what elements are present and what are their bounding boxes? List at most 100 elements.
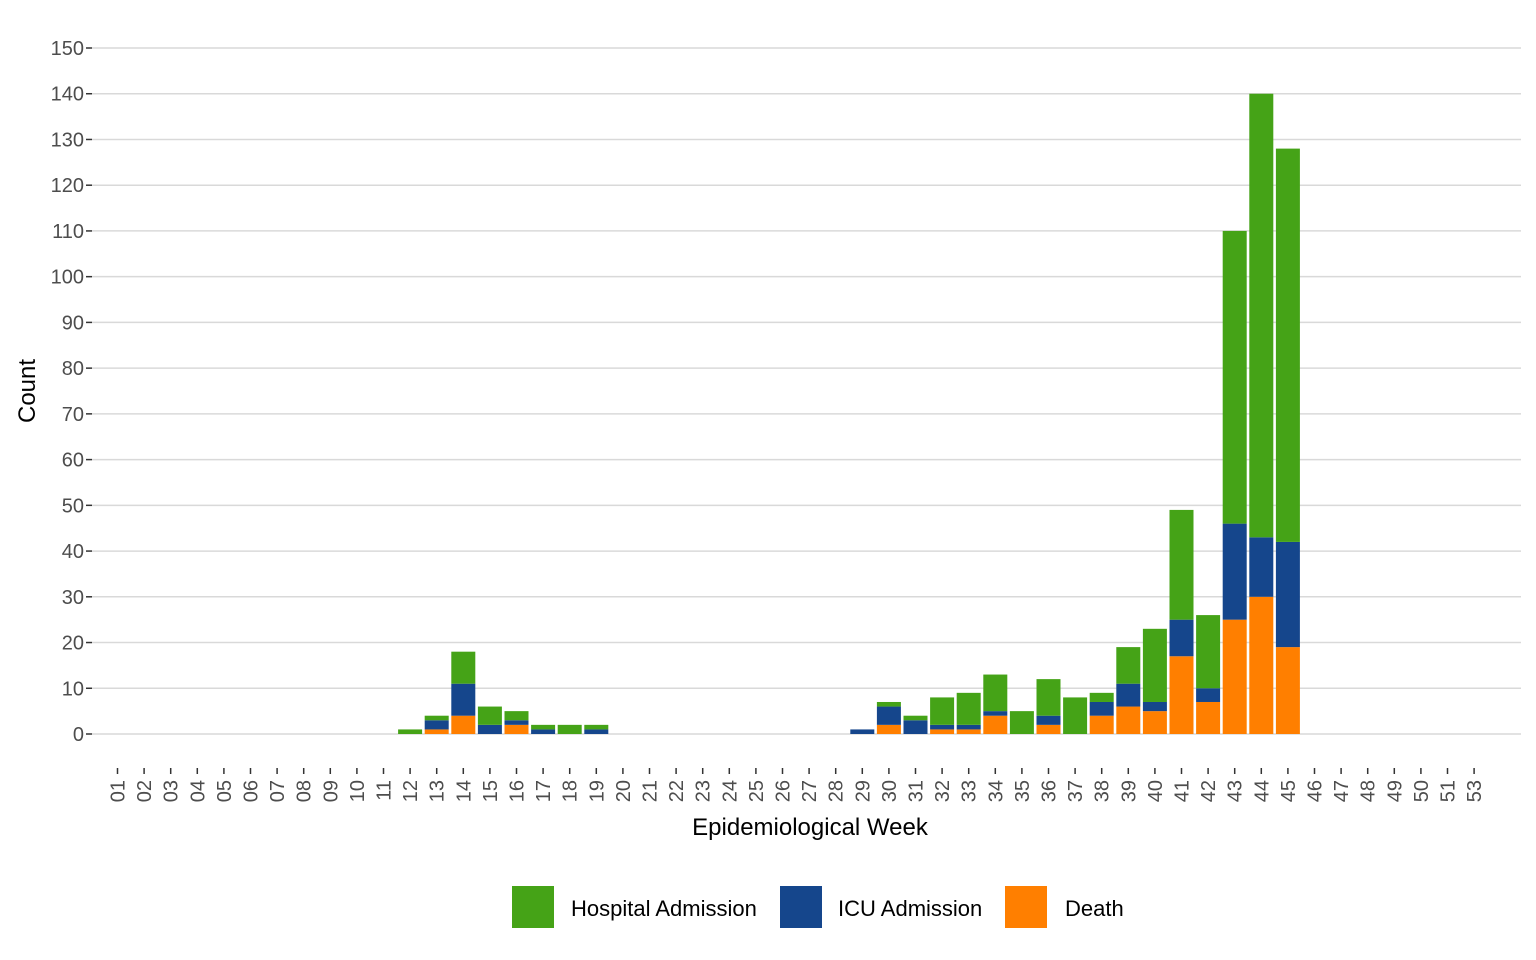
gridlines <box>92 47 1521 735</box>
bar-segment-icu-admission <box>531 729 556 734</box>
bar-segment-icu-admission <box>477 724 502 734</box>
x-tick-label: 43 <box>1225 780 1247 802</box>
x-tick-label: 07 <box>267 780 289 802</box>
bar-segment-death <box>1169 656 1194 734</box>
y-tick-label: 150 <box>51 38 84 60</box>
bar-segment-hospital-admission <box>1142 628 1167 702</box>
x-tick-label: 40 <box>1145 780 1167 802</box>
x-tick-label: 47 <box>1331 780 1353 802</box>
bar-segment-hospital-admission <box>1089 692 1114 702</box>
legend-swatch <box>1005 886 1047 928</box>
bar-segment-icu-admission <box>1036 715 1061 725</box>
bar-segment-icu-admission <box>1169 619 1194 657</box>
x-tick-label: 48 <box>1358 780 1380 802</box>
x-tick-label: 16 <box>507 780 529 802</box>
bar-segment-death <box>451 715 476 734</box>
bar-segment-hospital-admission <box>1036 679 1061 716</box>
y-tick-label: 130 <box>51 129 84 151</box>
bars <box>398 93 1300 734</box>
x-tick-label: 23 <box>693 780 715 802</box>
x-tick-label: 14 <box>453 780 475 802</box>
x-tick-label: 06 <box>241 780 263 802</box>
bar-segment-death <box>1222 619 1247 734</box>
bar-segment-hospital-admission <box>1169 509 1194 620</box>
x-tick-label: 08 <box>294 780 316 802</box>
x-tick-label: 32 <box>932 780 954 802</box>
bar-segment-hospital-admission <box>903 715 928 721</box>
bar-segment-icu-admission <box>424 720 449 730</box>
x-tick-label: 28 <box>826 780 848 802</box>
x-tick-label: 30 <box>879 780 901 802</box>
x-tick-label: 49 <box>1384 780 1406 802</box>
x-tick-label: 03 <box>161 780 183 802</box>
x-tick-label: 42 <box>1198 780 1220 802</box>
bar-segment-death <box>1116 706 1141 734</box>
x-tick-label: 25 <box>746 780 768 802</box>
y-tick-label: 110 <box>52 221 84 243</box>
x-tick-label: 31 <box>906 780 928 802</box>
bar-segment-hospital-admission <box>983 674 1008 712</box>
x-tick-label: 37 <box>1065 780 1087 802</box>
y-tick-label: 60 <box>62 450 84 472</box>
x-tick-label: 33 <box>959 780 981 802</box>
y-tick-label: 30 <box>62 587 84 609</box>
y-tick-label: 0 <box>73 724 84 746</box>
bar-segment-icu-admission <box>930 724 955 730</box>
x-tick-label: 20 <box>613 780 635 802</box>
bar-segment-hospital-admission <box>557 724 582 734</box>
bar-segment-death <box>930 729 955 734</box>
x-tick-label: 27 <box>799 780 821 802</box>
bar-segment-hospital-admission <box>424 715 449 721</box>
bar-segment-hospital-admission <box>477 706 502 725</box>
bar-segment-death <box>424 729 449 734</box>
bar-segment-death <box>1142 711 1167 734</box>
bar-segment-icu-admission <box>451 683 476 716</box>
y-tick-label: 100 <box>51 267 84 289</box>
y-tick-label: 140 <box>51 84 84 106</box>
bar-segment-icu-admission <box>983 711 1008 716</box>
bar-segment-hospital-admission <box>1196 615 1221 689</box>
y-axis: 0 10 20 30 40 50 60 70 80 90 100 110 120 130 140 150 <box>51 38 92 746</box>
x-tick-label: 45 <box>1278 780 1300 802</box>
x-tick-label: 26 <box>773 780 795 802</box>
bar-segment-death <box>983 715 1008 734</box>
x-tick-label: 44 <box>1251 780 1273 802</box>
x-tick-label: 01 <box>108 780 130 802</box>
y-tick-label: 40 <box>62 541 84 563</box>
y-tick-label: 20 <box>62 633 84 655</box>
bar-segment-icu-admission <box>1089 701 1114 716</box>
x-tick-label: 35 <box>1012 780 1034 802</box>
bar-segment-icu-admission <box>876 706 901 725</box>
bar-segment-hospital-admission <box>1116 647 1141 684</box>
x-tick-label: 29 <box>852 780 874 802</box>
bar-segment-death <box>956 729 981 734</box>
legend-label: Hospital Admission <box>571 896 757 921</box>
y-axis-title: Count <box>14 359 41 423</box>
x-tick-label: 51 <box>1438 780 1460 802</box>
bar-segment-hospital-admission <box>930 697 955 725</box>
bar-segment-hospital-admission <box>504 711 529 721</box>
bar-segment-hospital-admission <box>584 724 609 730</box>
bar-segment-death <box>1249 596 1274 734</box>
bar-segment-icu-admission <box>1249 537 1274 597</box>
y-tick-label: 90 <box>62 312 84 334</box>
x-tick-label: 39 <box>1118 780 1140 802</box>
x-tick-label: 22 <box>666 780 688 802</box>
bar-segment-death <box>1036 724 1061 734</box>
bar-segment-hospital-admission <box>1222 230 1247 524</box>
legend-swatch <box>512 886 554 928</box>
x-tick-label: 02 <box>134 780 156 802</box>
x-tick-label: 21 <box>640 780 662 802</box>
x-tick-label: 09 <box>320 780 342 802</box>
x-tick-label: 50 <box>1411 780 1433 802</box>
x-tick-label: 18 <box>560 780 582 802</box>
x-tick-label: 10 <box>347 780 369 802</box>
x-axis: 01 02 03 04 05 06 07 08 09 10 11 12 13 14 15 16 17 18 19 20… <box>108 768 1486 802</box>
bar-segment-hospital-admission <box>1009 711 1034 734</box>
bar-segment-icu-admission <box>1222 523 1247 620</box>
x-tick-label: 13 <box>427 780 449 802</box>
bar-segment-death <box>1275 647 1300 734</box>
legend-label: Death <box>1065 896 1124 921</box>
x-tick-label: 36 <box>1039 780 1061 802</box>
bar-segment-icu-admission <box>1275 541 1300 648</box>
